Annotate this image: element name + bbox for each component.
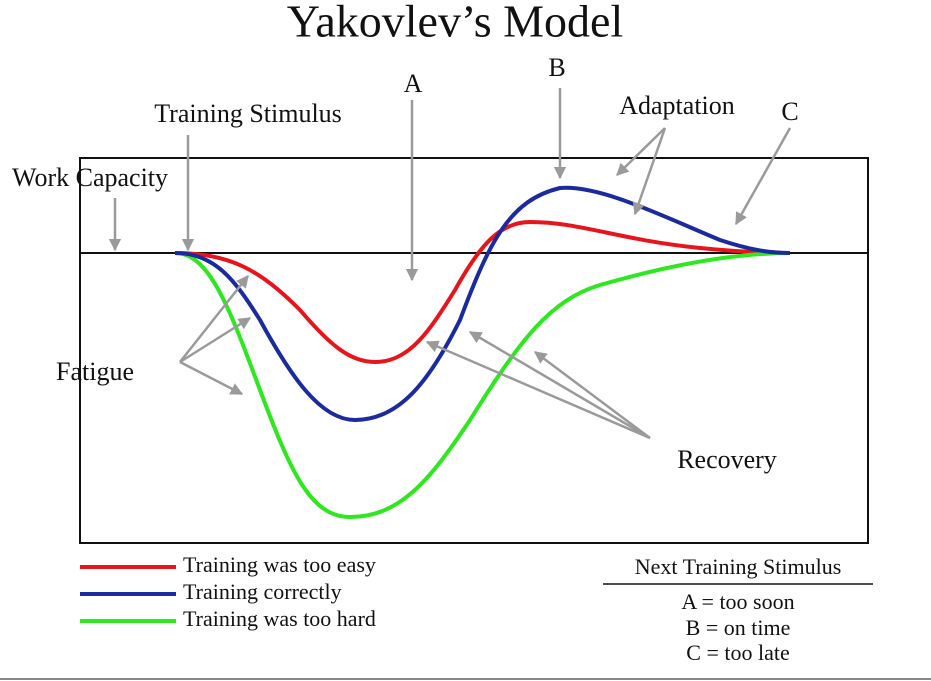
key-item: B = on time xyxy=(686,615,791,640)
legend-label: Training was too easy xyxy=(183,552,376,577)
label-c: C xyxy=(781,97,798,126)
key-title: Next Training Stimulus xyxy=(635,554,842,579)
label-work-capacity: Work Capacity xyxy=(12,163,168,192)
label-fatigue: Fatigue xyxy=(56,357,134,386)
arrows xyxy=(108,88,792,440)
curve-too-hard xyxy=(174,251,791,520)
label-b: B xyxy=(548,53,565,82)
label-a: A xyxy=(404,69,423,98)
key-item: C = too late xyxy=(686,640,789,665)
label-adaptation: Adaptation xyxy=(619,91,735,120)
title: Yakovlev’s Model xyxy=(287,0,624,47)
label-training-stimulus: Training Stimulus xyxy=(154,99,342,128)
curve-correct xyxy=(174,185,791,423)
label-recovery: Recovery xyxy=(677,445,777,474)
legend-label: Training was too hard xyxy=(183,606,376,631)
legend-label: Training correctly xyxy=(183,579,342,604)
key-item: A = too soon xyxy=(681,589,794,614)
plot-frame xyxy=(79,157,869,544)
curve-too-easy xyxy=(174,219,791,365)
